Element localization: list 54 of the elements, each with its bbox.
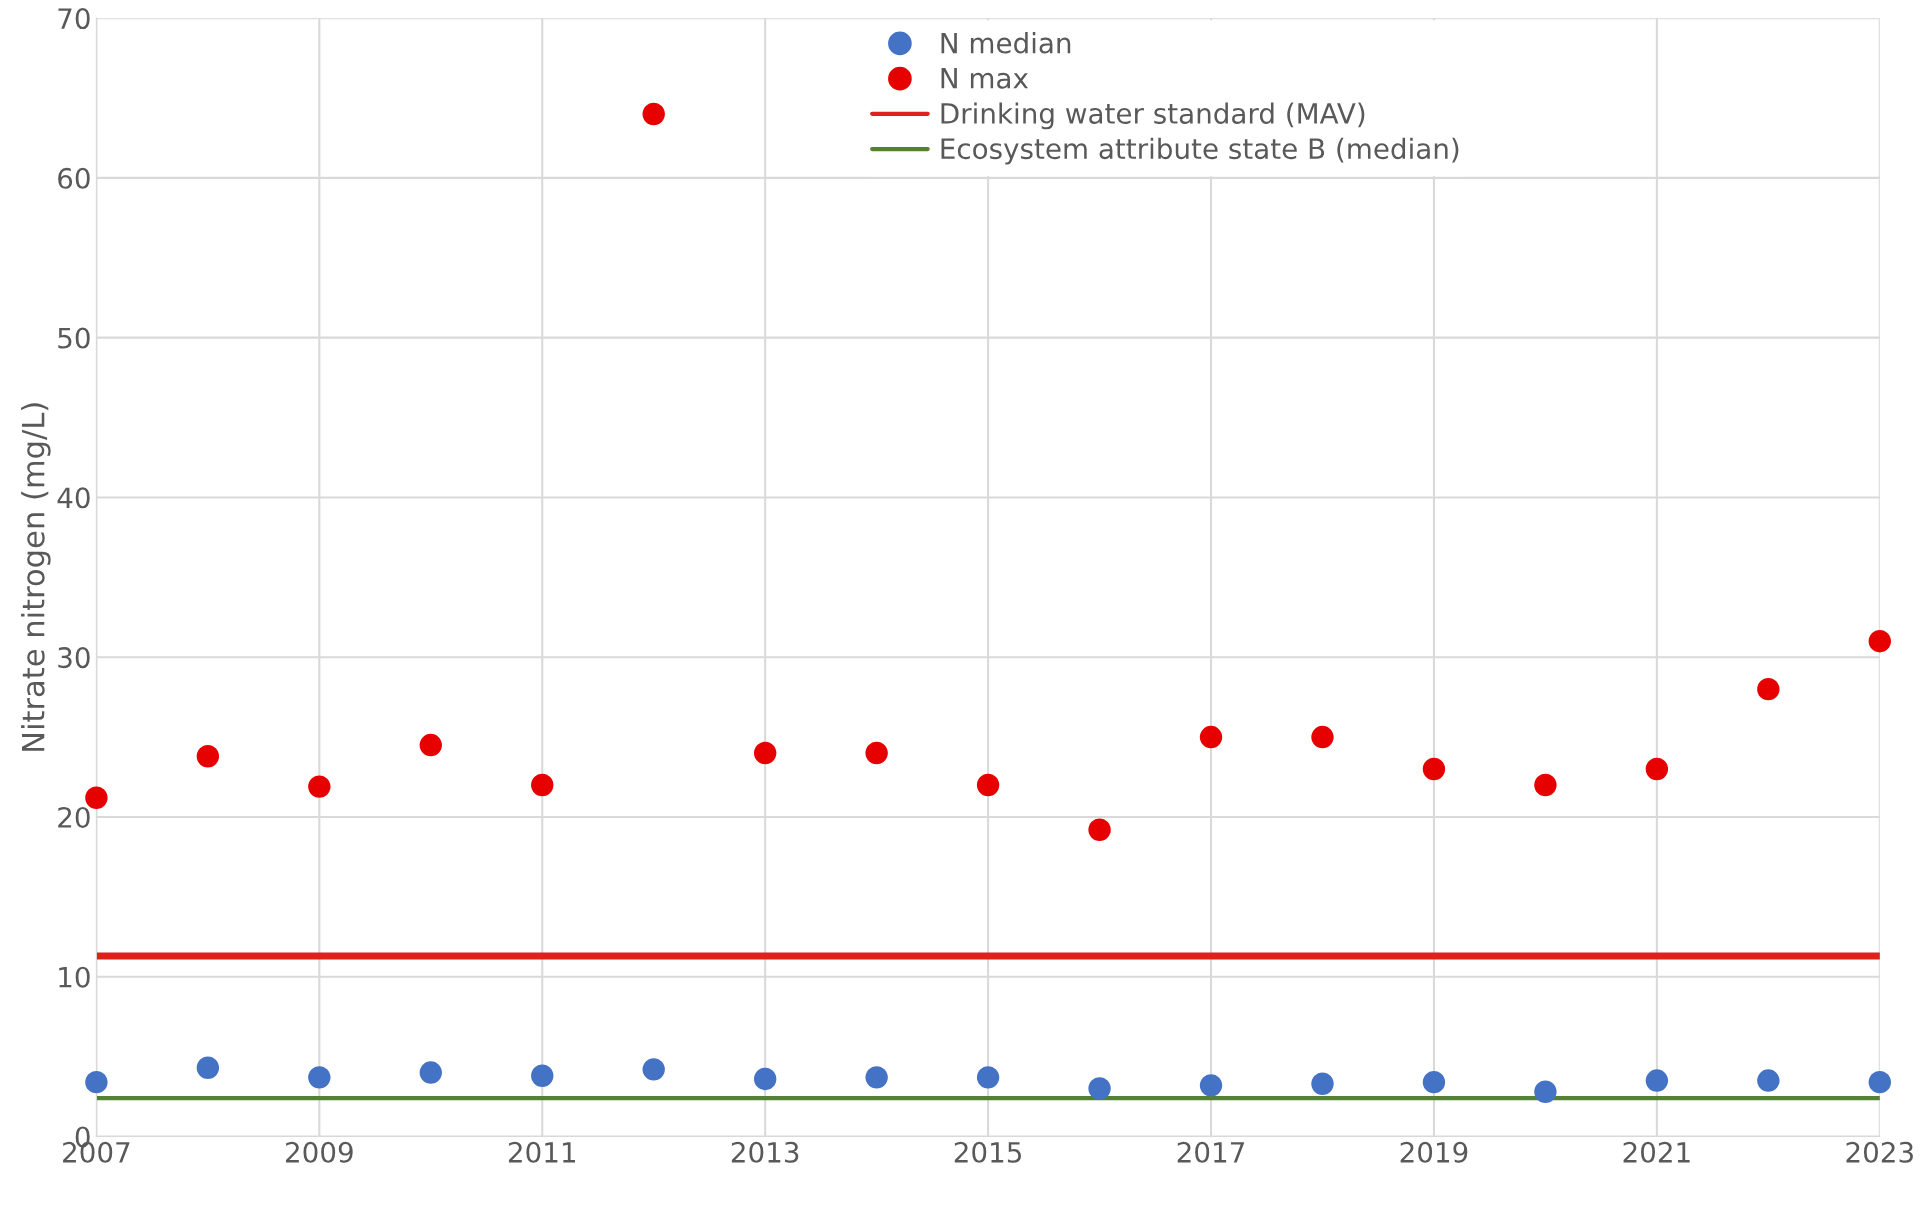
x-tick-label: 2023: [1846, 1141, 1913, 1163]
legend-label: Ecosystem attribute state B (median): [941, 137, 1459, 165]
legend-label: Drinking water standard (MAV): [941, 102, 1365, 130]
point: [1088, 1077, 1111, 1100]
point: [1311, 725, 1334, 749]
point: [308, 1066, 331, 1089]
point: [1534, 1080, 1557, 1103]
point: [1645, 1069, 1669, 1092]
y-tick-label: 70: [58, 8, 90, 30]
x-tick-label: 2015: [954, 1141, 1022, 1163]
point: [976, 773, 1000, 797]
x-tick-label: 2017: [1177, 1141, 1244, 1163]
point: [865, 741, 888, 765]
point: [1645, 757, 1669, 781]
point: [753, 1067, 777, 1091]
x-tick-label: 2009: [286, 1141, 353, 1163]
point: [308, 775, 331, 798]
point: [1311, 1072, 1334, 1095]
point: [865, 1066, 888, 1089]
point: [1534, 773, 1557, 797]
point: [1757, 1069, 1780, 1092]
point: [642, 1058, 665, 1081]
y-tick-label: 60: [58, 167, 90, 189]
x-tick-label: 2019: [1400, 1141, 1468, 1163]
y-tick-label: 10: [59, 966, 90, 988]
point: [531, 773, 554, 797]
point: [196, 1056, 220, 1079]
point: [531, 1064, 554, 1087]
point: [1088, 818, 1111, 841]
x-tick-label: 2011: [508, 1141, 576, 1163]
point: [753, 741, 777, 765]
y-axis-title: Nitrate nitrogen (mg/L): [21, 403, 51, 751]
x-tick-label: 2013: [731, 1141, 799, 1163]
y-tick-label: 30: [58, 647, 90, 669]
point: [419, 733, 442, 757]
y-tick-label: 40: [57, 487, 90, 509]
y-tick-label: 50: [58, 327, 90, 349]
point: [85, 1070, 108, 1094]
point: [1422, 757, 1446, 781]
point: [1868, 1070, 1891, 1094]
point: [85, 786, 108, 809]
point: [1422, 1070, 1446, 1094]
point: [419, 1061, 442, 1084]
point: [1199, 725, 1223, 749]
x-tick-label: 2021: [1623, 1141, 1690, 1163]
point: [976, 1066, 1000, 1089]
point: [1868, 630, 1891, 653]
y-tick-label: 20: [58, 806, 90, 828]
point: [1757, 677, 1780, 701]
legend-label: N max: [941, 68, 1029, 89]
point: [1199, 1074, 1223, 1097]
legend-label: N median: [941, 32, 1071, 54]
point: [196, 745, 220, 768]
point: [642, 102, 665, 126]
